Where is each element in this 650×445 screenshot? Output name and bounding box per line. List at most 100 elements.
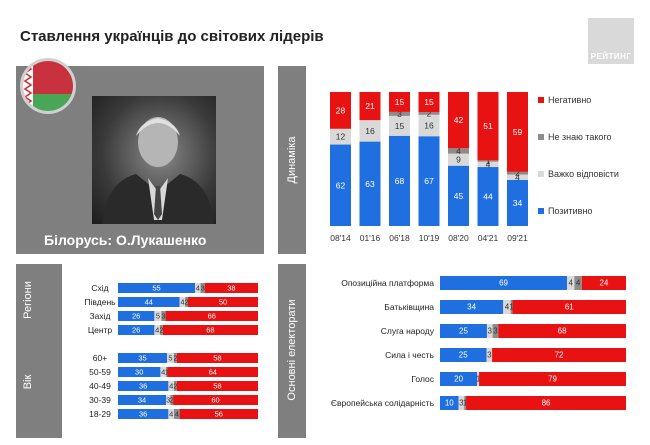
segment-bar <box>195 283 201 293</box>
segment-category-label: 60+ <box>93 353 107 363</box>
dyn-bar-segment <box>418 114 440 137</box>
legend-label: Не знаю такого <box>548 132 612 142</box>
segment-bar-value: 36 <box>139 410 147 419</box>
electorate-bar <box>486 324 493 338</box>
segment-bar-value: 44 <box>145 298 153 307</box>
segment-bar-value: 3 <box>201 284 205 293</box>
segment-bar-value: 2 <box>173 354 177 363</box>
dyn-bar-segment <box>359 141 381 226</box>
segment-bar <box>167 367 258 377</box>
electorate-bar <box>479 372 626 386</box>
electorates-chart-card: Опозиційна платформа 69 4 4 24 Батьківщина 34 4… <box>306 264 634 438</box>
segment-bar-value: 60 <box>211 396 219 405</box>
electorate-bar-value: 1 <box>476 375 481 384</box>
segment-bar-value: 30 <box>135 368 143 377</box>
segment-bar <box>168 381 174 391</box>
segment-category-label: Захід <box>90 311 111 321</box>
electorate-bar <box>458 396 465 410</box>
dyn-bar-segment <box>507 92 528 172</box>
electorate-bar-value: 20 <box>454 375 463 384</box>
electorate-bar-value: 25 <box>459 327 468 336</box>
dyn-bar-value: 51 <box>483 121 493 131</box>
dyn-bar-value: 21 <box>365 101 375 111</box>
segment-bar-value: 2 <box>159 326 163 335</box>
segment-category-label: Центр <box>88 325 113 335</box>
segment-bar <box>118 395 167 405</box>
dyn-bar-segment <box>448 92 469 149</box>
electorate-bar <box>486 348 493 362</box>
segment-bar-value: 5 <box>168 354 172 363</box>
dyn-bar-segment <box>507 179 528 226</box>
segments-tab: Регіони Вік <box>16 264 62 438</box>
segment-category-label: 50-59 <box>89 367 111 377</box>
segment-bar <box>174 353 177 363</box>
electorate-bar <box>567 276 575 290</box>
belarus-flag-icon <box>20 58 76 114</box>
dyn-bar-value: 4 <box>486 159 491 169</box>
segment-category-label: 18-29 <box>89 409 111 419</box>
dynamics-tab: Динаміка <box>278 66 306 254</box>
segment-bar <box>161 311 166 321</box>
electorate-bar-value: 61 <box>565 303 574 312</box>
electorate-bar <box>440 276 568 290</box>
electorate-bar-value: 79 <box>548 375 557 384</box>
segment-bar-value: 26 <box>132 312 140 321</box>
segment-bar-value: 4 <box>175 410 179 419</box>
segment-bar-value: 4 <box>155 326 159 335</box>
segment-bar <box>176 381 258 391</box>
segment-bar <box>118 297 180 307</box>
electorate-bar <box>440 372 478 386</box>
electorates-tab: Основні електорати <box>278 264 306 438</box>
electorate-label: Опозиційна платформа <box>341 278 434 288</box>
brand-logo-text: РЕЙТИНГ <box>590 52 632 61</box>
electorate-bar-value: 86 <box>542 399 551 408</box>
electorate-bar <box>440 348 487 362</box>
dyn-bar-value: 4 <box>456 146 461 156</box>
dyn-bar-value: 16 <box>424 121 434 131</box>
segment-bar <box>166 395 171 405</box>
legend-swatch <box>538 171 544 177</box>
electorate-bar-value: 3 <box>488 327 493 336</box>
segment-bar-value: 35 <box>138 354 146 363</box>
segment-bar-value: 2 <box>173 382 177 391</box>
electorate-bar <box>498 324 626 338</box>
segment-bar <box>204 283 258 293</box>
segment-bar <box>167 353 174 363</box>
segment-bar-value: 5 <box>156 312 160 321</box>
segment-bar <box>174 409 180 419</box>
electorate-bar-value: 72 <box>555 351 564 360</box>
dyn-bar-segment <box>330 92 351 129</box>
legend-label: Позитивно <box>548 206 592 216</box>
segment-bar <box>168 409 174 419</box>
segment-bar-value: 3 <box>166 396 170 405</box>
electorate-label: Сила і честь <box>385 350 434 360</box>
dyn-bar-segment <box>477 92 499 161</box>
electorate-bar-value: 3 <box>493 327 498 336</box>
segment-bar-value: 4 <box>169 410 173 419</box>
dyn-bar-value: 16 <box>365 126 375 136</box>
dyn-bar-segment <box>418 92 440 113</box>
segment-bar <box>118 325 155 335</box>
dyn-bar-segment <box>448 148 469 154</box>
segment-bar <box>162 325 258 335</box>
electorate-bar-value: 24 <box>599 279 608 288</box>
segment-bar-value: 58 <box>213 382 221 391</box>
dyn-bar-segment <box>507 171 528 175</box>
dyn-bar-segment <box>389 115 410 136</box>
electorate-label: Європейська солідарність <box>331 398 435 408</box>
segment-bar <box>165 311 258 321</box>
segment-bar <box>154 325 160 335</box>
dyn-bar-value: 28 <box>336 105 346 115</box>
segment-bar-value: 36 <box>139 382 147 391</box>
segment-bar-value: 3 <box>161 312 165 321</box>
segment-bar-value: 4 <box>196 284 200 293</box>
dyn-category-label: 04'21 <box>478 233 499 243</box>
segment-bar <box>166 367 168 377</box>
electorate-bar <box>581 276 626 290</box>
age-tab-label: Вік <box>22 374 34 390</box>
dyn-bar-value: 63 <box>365 179 375 189</box>
electorate-bar-value: 1 <box>463 399 468 408</box>
electorate-bar <box>440 324 487 338</box>
portrait-image <box>102 117 214 224</box>
